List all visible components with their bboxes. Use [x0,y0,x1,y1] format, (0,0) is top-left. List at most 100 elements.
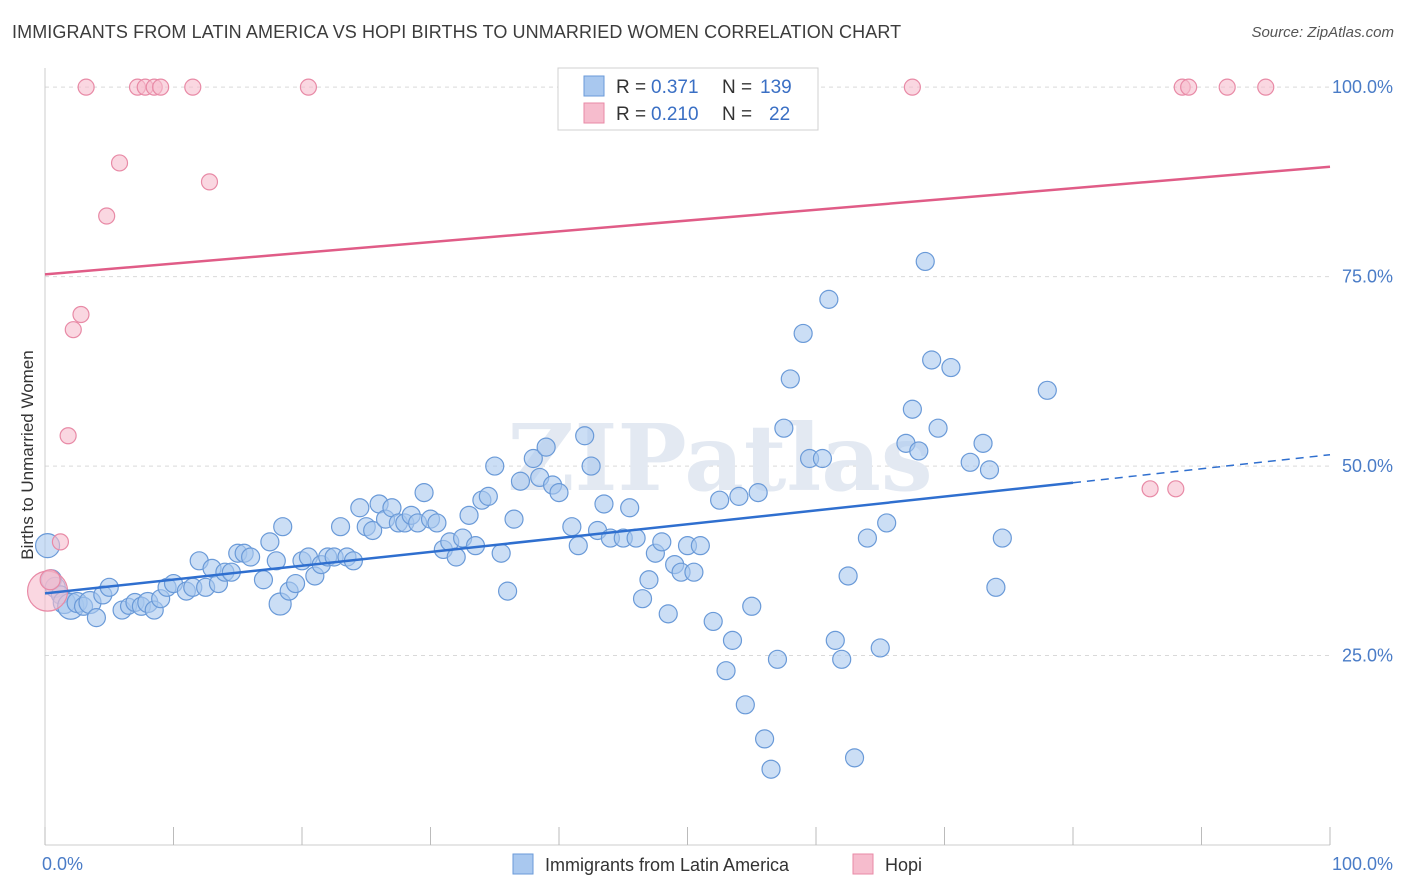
hopi-point-3 [59,427,77,445]
bottom-legend-swatch-hopi [852,853,874,875]
latin-america-point-71 [498,581,518,601]
x-tick-label-1: 100.0% [1332,854,1393,874]
latin-america-point-78 [549,483,569,503]
chart-source: Source: ZipAtlas.com [1251,24,1394,41]
latin-america-point-79 [562,517,582,537]
legend-r-value-2: 0.210 [651,104,699,125]
latin-america-point-132 [979,460,1000,480]
latin-america-point-50 [363,520,383,541]
latin-america-point-69 [485,456,505,476]
latin-america-point-34 [266,551,286,571]
latin-america-point-122 [877,513,897,533]
hopi-point-17 [1141,480,1159,498]
x-tick-label-0: 0.0% [42,854,83,874]
legend-n-label-1: N = [722,77,752,98]
latin-america-point-31 [241,547,261,567]
latin-america-point-124 [902,399,922,419]
latin-america-point-76 [536,437,556,457]
bottom-legend-label-latin-america: Immigrants from Latin America [545,855,790,875]
y-tick-label-3: 100.0% [1332,77,1393,97]
latin-america-point-111 [780,369,800,389]
latin-america-point-98 [690,536,710,556]
latin-america-point-100 [710,490,730,510]
latin-america-point-60 [427,513,447,533]
latin-america-point-108 [761,759,781,779]
latin-america-point-118 [838,566,858,586]
latin-america-point-88 [626,528,646,548]
latin-america-point-120 [857,528,878,548]
latin-america-point-116 [825,630,845,650]
latin-america-point-33 [260,532,280,552]
latin-america-point-102 [722,630,743,650]
hopi-point-14 [200,173,219,191]
trend-line-latin-america [44,481,1074,595]
hopi-point-20 [1180,78,1198,96]
latin-america-point-115 [819,289,839,309]
hopi-point-4 [64,321,82,339]
hopi-point-7 [98,207,116,225]
hopi-point-5 [72,305,90,324]
latin-america-point-134 [992,528,1012,548]
latin-america-point-109 [767,649,788,669]
hopi-point-21 [1218,78,1236,96]
latin-america-point-92 [652,532,672,552]
latin-america-point-48 [350,498,370,518]
latin-america-point-65 [459,505,479,525]
latin-america-point-93 [658,604,678,624]
hopi-point-18 [1167,480,1185,498]
hopi-point-2 [51,533,70,551]
hopi-point-15 [299,78,318,96]
latin-america-point-126 [915,251,935,272]
latin-america-point-128 [928,418,948,438]
latin-america-point-80 [568,536,588,556]
latin-america-point-131 [973,433,993,453]
y-tick-label-2: 75.0% [1342,267,1393,287]
hopi-point-12 [152,78,170,96]
latin-america-point-133 [986,577,1006,597]
latin-america-point-97 [684,562,704,582]
legend-swatch-hopi [583,102,605,124]
y-axis-title: Births to Unmarried Women [18,350,37,559]
legend-n-label-2: N = [722,104,752,125]
latin-america-point-72 [504,509,524,529]
legend-r-label-1: R = [616,77,646,98]
latin-america-point-84 [594,494,614,514]
latin-america-point-127 [922,350,942,370]
chart-title: IMMIGRANTS FROM LATIN AMERICA VS HOPI BI… [12,22,902,42]
trend-lines [44,165,1331,595]
latin-america-point-45 [330,517,351,537]
legend-n-value-2: 22 [769,104,790,125]
latin-america-point-74 [523,448,543,469]
hopi-point-16 [903,78,921,96]
latin-america-point-107 [754,729,775,749]
latin-america-point-81 [575,426,595,446]
legend-n-value-1: 139 [760,77,792,98]
bottom-legend: Immigrants from Latin America Hopi [512,853,922,875]
hopi-point-8 [110,154,129,172]
latin-america-point-70 [491,543,511,563]
legend-r-label-2: R = [616,104,646,125]
latin-america-point-90 [639,570,659,590]
y-tick-label-1: 50.0% [1342,456,1393,476]
latin-america-point-114 [812,448,833,469]
latin-america-point-101 [716,661,736,681]
series-hopi-points [26,78,1275,612]
legend-box: R = 0.371 N = 139 R = 0.210 N = 22 [557,67,819,131]
latin-america-point-106 [748,483,768,503]
bottom-legend-swatch-latin-america [512,853,534,875]
latin-america-point-125 [909,441,929,461]
latin-america-point-99 [703,611,723,632]
latin-america-point-87 [620,498,640,518]
bottom-legend-label-hopi: Hopi [885,855,922,875]
latin-america-point-9 [86,608,107,628]
latin-america-point-73 [510,471,531,491]
latin-america-point-103 [729,486,749,506]
latin-america-point-32 [253,570,274,590]
latin-america-point-121 [870,638,890,658]
latin-america-point-89 [632,589,653,609]
trend-line-latin-america-extension [1072,453,1331,484]
trend-line-hopi [44,165,1331,276]
series-latin-america-points [34,251,1057,779]
legend-r-value-1: 0.371 [651,77,699,98]
